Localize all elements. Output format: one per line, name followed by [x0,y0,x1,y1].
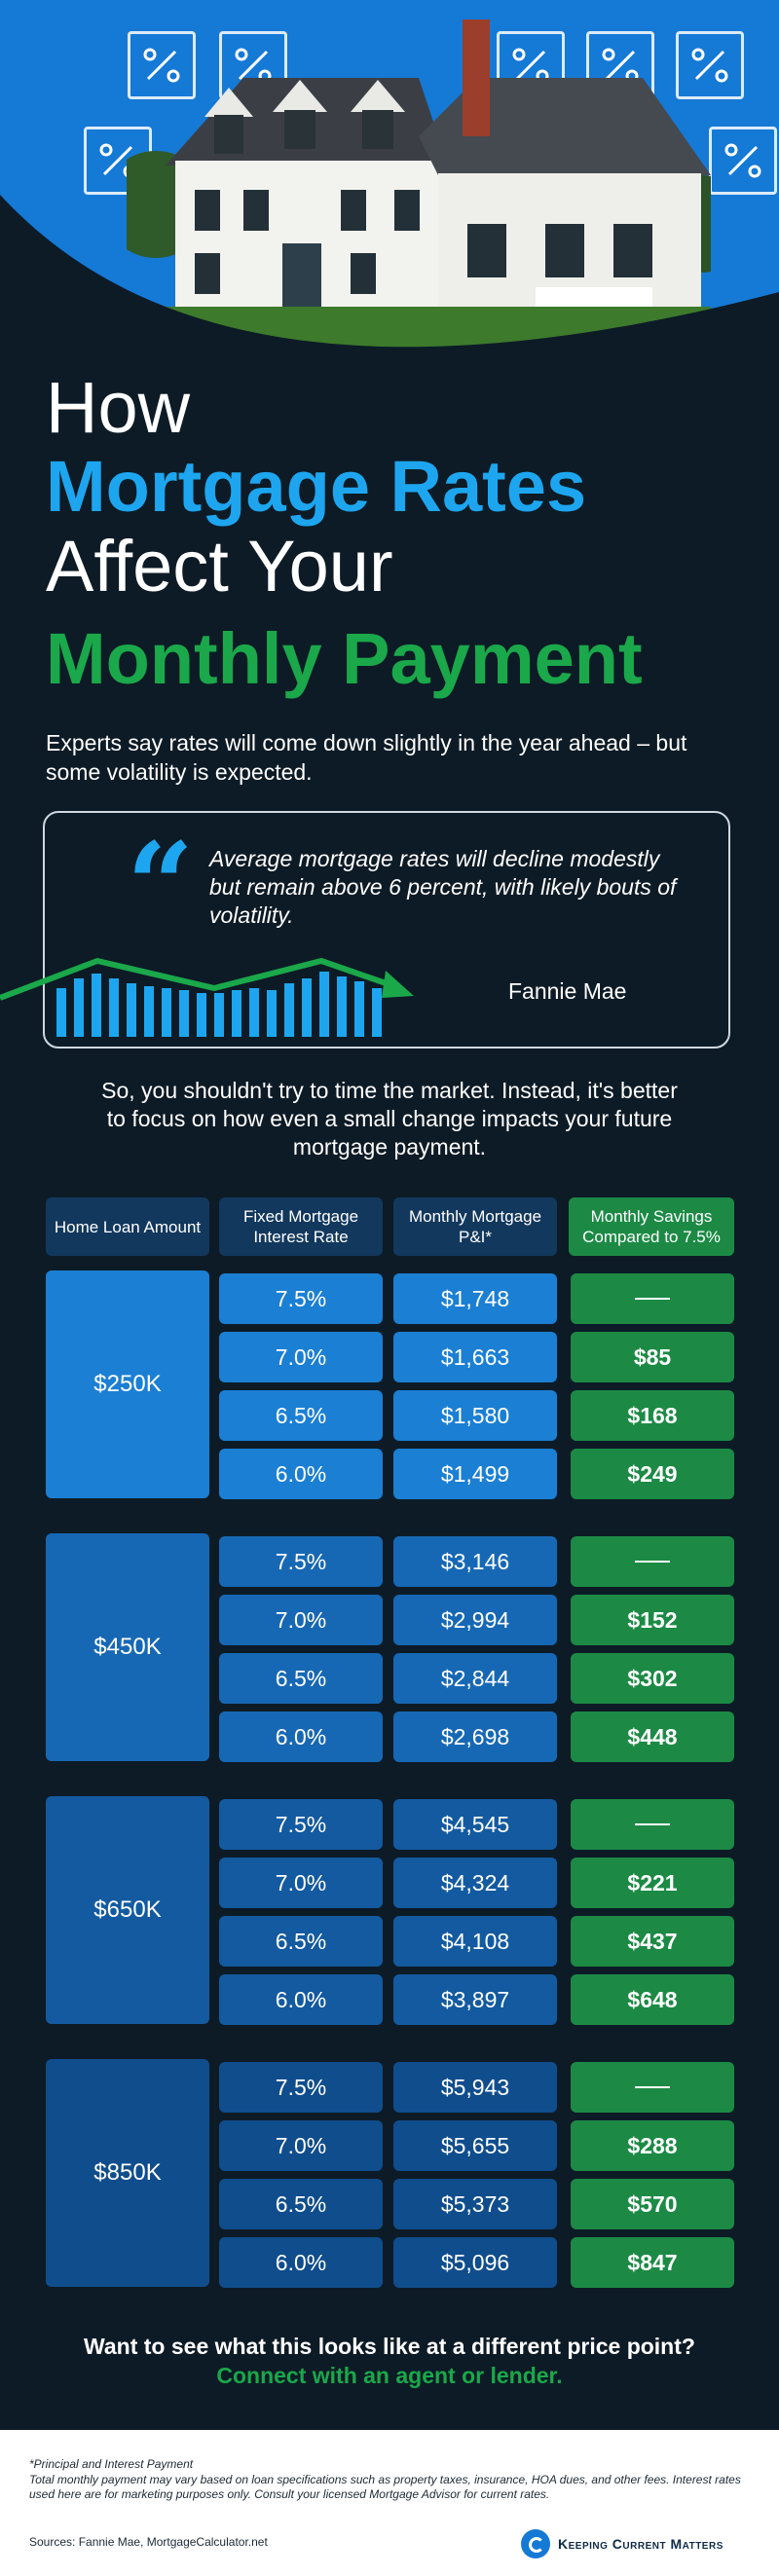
savings-cell: $168 [571,1390,734,1441]
footnote-disclaimer: Total monthly payment may vary based on … [29,2473,741,2501]
rate-cell: 6.5% [219,2179,383,2229]
savings-cell: $437 [571,1916,734,1967]
payment-cell: $2,844 [393,1653,557,1704]
payment-cell: $3,897 [393,1974,557,2025]
savings-cell: $288 [571,2120,734,2171]
quote-text: Average mortgage rates will decline mode… [209,846,677,928]
rate-cell: 6.0% [219,1711,383,1762]
payment-cell: $4,324 [393,1858,557,1908]
dash-icon [635,2086,670,2088]
middle-text: So, you shouldn't try to time the market… [101,1078,678,1159]
payment-cell: $3,146 [393,1536,557,1587]
savings-cell: $448 [571,1711,734,1762]
savings-cell: $570 [571,2179,734,2229]
header-home-loan: Home Loan Amount [46,1197,209,1256]
cta-question: Want to see what this looks like at a di… [84,2334,695,2359]
rate-cell: 6.0% [219,1449,383,1499]
percent-icon [709,127,777,195]
savings-cell: $152 [571,1595,734,1645]
rate-cell: 6.0% [219,2237,383,2288]
rate-cell: 6.0% [219,1974,383,2025]
payment-cell: $5,373 [393,2179,557,2229]
savings-cell [571,2062,734,2113]
payment-cell: $5,943 [393,2062,557,2113]
payment-cell: $5,655 [393,2120,557,2171]
footnote-pi: *Principal and Interest Payment [29,2457,194,2471]
savings-cell: $221 [571,1858,734,1908]
rate-cell: 7.5% [219,1273,383,1324]
savings-cell: $847 [571,2237,734,2288]
kcm-logo-icon [521,2529,550,2558]
savings-cell: $249 [571,1449,734,1499]
cta-connect-link[interactable]: Connect with an agent or lender. [216,2363,563,2388]
dash-icon [635,1823,670,1825]
rate-cell: 7.0% [219,1595,383,1645]
savings-cell: $85 [571,1332,734,1382]
dash-icon [635,1298,670,1300]
rate-cell: 7.0% [219,1858,383,1908]
payment-cell: $1,580 [393,1390,557,1441]
rate-cell: 7.0% [219,2120,383,2171]
title-line-2: Mortgage Rates [46,446,587,527]
loan-amount-250k: $250K [46,1270,209,1498]
loan-amount-450k: $450K [46,1533,209,1761]
rate-cell: 6.5% [219,1390,383,1441]
loan-amount-650k: $650K [46,1796,209,2024]
rate-cell: 6.5% [219,1653,383,1704]
payment-cell: $4,108 [393,1916,557,1967]
header-interest-rate: Fixed Mortgage Interest Rate [219,1197,383,1256]
payment-cell: $4,545 [393,1799,557,1850]
title-line-1: How [46,367,191,448]
savings-cell [571,1536,734,1587]
title-line-4: Monthly Payment [46,618,643,699]
hero-curve [0,195,779,409]
payment-cell: $5,096 [393,2237,557,2288]
payment-cell: $1,499 [393,1449,557,1499]
payment-cell: $2,994 [393,1595,557,1645]
rate-cell: 7.5% [219,2062,383,2113]
intro-text: Experts say rates will come down slightl… [46,730,687,785]
percent-icon [128,31,196,99]
dash-icon [635,1561,670,1563]
savings-cell [571,1799,734,1850]
quote-mark-icon: “ [127,817,195,954]
kcm-logo: Keeping Current Matters [521,2529,723,2558]
rate-cell: 6.5% [219,1916,383,1967]
rate-cell: 7.5% [219,1799,383,1850]
loan-amount-850k: $850K [46,2059,209,2287]
hero-banner [0,0,779,409]
quote-box [43,811,730,1049]
footer: *Principal and Interest Payment Total mo… [0,2430,779,2576]
header-monthly-payment: Monthly Mortgage P&I* [393,1197,557,1256]
percent-icon [676,31,744,99]
savings-cell: $302 [571,1653,734,1704]
rate-cell: 7.5% [219,1536,383,1587]
payment-cell: $2,698 [393,1711,557,1762]
payment-cell: $1,748 [393,1273,557,1324]
bar-chart-trend-icon [0,958,414,1037]
quote-author: Fannie Mae [508,978,627,1004]
savings-cell: $648 [571,1974,734,2025]
sources: Sources: Fannie Mae, MortgageCalculator.… [29,2535,268,2549]
payment-cell: $1,663 [393,1332,557,1382]
kcm-logo-text: Keeping Current Matters [558,2536,723,2552]
rate-cell: 7.0% [219,1332,383,1382]
header-monthly-savings: Monthly Savings Compared to 7.5% [569,1197,734,1256]
title-line-3: Affect Your [46,526,393,607]
savings-cell [571,1273,734,1324]
